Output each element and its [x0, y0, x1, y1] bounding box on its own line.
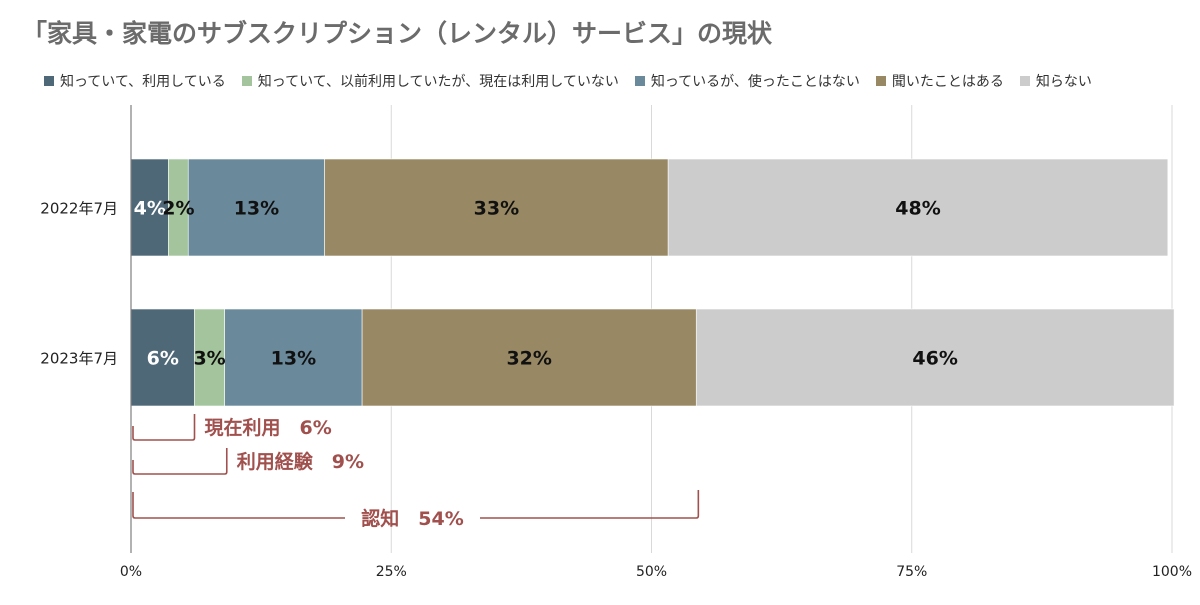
- bar-segment: [130, 308, 195, 407]
- annotation-bracket: [132, 414, 196, 441]
- data-label: 6%: [147, 348, 179, 370]
- legend-item: 知っているが、使ったことはない: [634, 71, 860, 91]
- x-tick-label: 0%: [120, 564, 142, 580]
- annotation-bracket: [480, 490, 700, 519]
- legend-swatch: [241, 76, 252, 86]
- data-label: 33%: [474, 198, 519, 220]
- legend-label: 聞いたことはある: [891, 74, 1004, 90]
- legend-swatch: [875, 76, 886, 86]
- category-label: 2023年7月: [40, 350, 118, 368]
- x-tick-label: 25%: [376, 564, 407, 580]
- legend-label: 知っていて、利用している: [60, 74, 226, 90]
- chart-title: 「家具・家電のサブスクリプション（レンタル）サービス」の現状: [22, 19, 773, 48]
- legend-item: 聞いたことはある: [875, 71, 1004, 91]
- data-label: 48%: [895, 198, 940, 220]
- bar-segment: [695, 308, 1175, 407]
- bar-segment: [667, 158, 1169, 257]
- bar-segment: [130, 158, 169, 257]
- annotation-label: 認知 54%: [361, 507, 463, 530]
- legend-swatch: [44, 76, 54, 86]
- legend-item: 知らない: [1019, 71, 1092, 91]
- annotation-bracket: [132, 448, 228, 475]
- x-tick-label: 100%: [1152, 564, 1192, 580]
- legend-label: 知っていて、以前利用していたが、現在は利用していない: [257, 74, 619, 90]
- data-label: 4%: [134, 198, 166, 220]
- bar-segment: [361, 308, 697, 407]
- legend: 知っていて、利用している 知っていて、以前利用していたが、現在は利用していない 知っ…: [44, 70, 1108, 92]
- legend-label: 知らない: [1035, 74, 1092, 90]
- data-label: 46%: [912, 348, 957, 370]
- data-label: 32%: [506, 348, 551, 370]
- legend-item: 知っていて、以前利用していたが、現在は利用していない: [241, 71, 619, 91]
- legend-item: 知っていて、利用している: [44, 71, 226, 91]
- bar-segment: [187, 158, 325, 257]
- annotation-bracket: [132, 492, 345, 519]
- annotation-label: 現在利用 6%: [205, 416, 332, 439]
- category-label: 2022年7月: [40, 200, 118, 218]
- bar-segment: [324, 158, 669, 257]
- data-label: 13%: [234, 198, 279, 220]
- data-label: 2%: [162, 198, 194, 220]
- data-label: 13%: [271, 348, 316, 370]
- annotation-label: 利用経験 9%: [237, 450, 364, 473]
- x-tick-label: 50%: [636, 564, 667, 580]
- data-label: 3%: [193, 348, 225, 370]
- bar-segment: [224, 308, 363, 407]
- legend-label: 知っているが、使ったことはない: [650, 74, 860, 90]
- bar-segment: [194, 308, 225, 407]
- legend-swatch: [634, 76, 645, 86]
- legend-swatch: [1019, 76, 1030, 86]
- x-tick-label: 75%: [896, 564, 927, 580]
